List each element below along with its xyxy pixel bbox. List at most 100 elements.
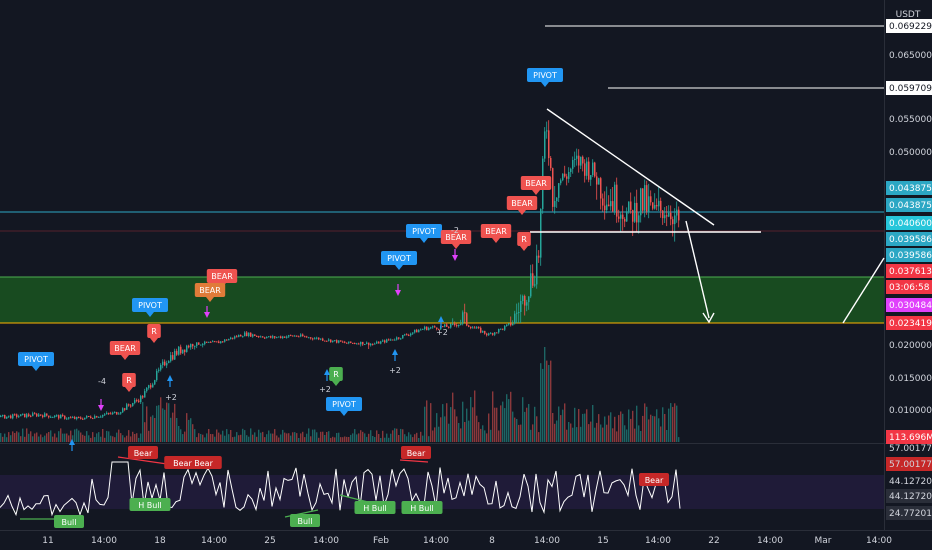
candle-body <box>288 335 290 337</box>
candle-body <box>488 333 490 336</box>
bear-tag-text: BEAR <box>211 272 233 281</box>
volume-bar <box>518 424 520 442</box>
volume-bar <box>640 431 642 442</box>
candle-body <box>310 337 312 339</box>
volume-bar <box>494 407 496 442</box>
volume-bar <box>528 404 530 442</box>
volume-bar <box>48 432 50 442</box>
volume-bar <box>244 430 246 442</box>
volume-bar <box>526 407 528 442</box>
osc-level-label: 44.127201 <box>889 477 932 487</box>
candle-body <box>608 204 610 207</box>
candle-body <box>520 301 522 312</box>
volume-bar <box>68 435 70 442</box>
volume-bar <box>148 430 150 442</box>
candle-body <box>376 341 378 344</box>
candle-body <box>238 335 240 337</box>
time-tick: 14:00 <box>645 536 671 546</box>
candle-body <box>428 328 430 331</box>
candle-body <box>170 355 172 362</box>
candle-body <box>232 337 234 339</box>
volume-bar <box>392 430 394 442</box>
volume-bar <box>300 433 302 442</box>
volume-bar <box>370 430 372 442</box>
volume-bar <box>248 436 250 442</box>
candle-body <box>150 385 152 388</box>
candle-body <box>128 404 130 406</box>
candle-body <box>448 326 450 328</box>
osc-level-box <box>886 489 932 503</box>
volume-bar <box>350 434 352 442</box>
candle-body <box>546 130 548 132</box>
time-tick: 14:00 <box>91 536 117 546</box>
candle-body <box>224 339 226 342</box>
candle-body <box>182 349 184 354</box>
time-tick: 15 <box>597 536 608 546</box>
volume-bar <box>318 437 320 442</box>
volume-bar <box>540 363 542 442</box>
volume-bar <box>202 434 204 442</box>
candle-body <box>678 209 680 221</box>
candle-body <box>626 211 628 222</box>
bear-tag-pointer <box>121 355 129 360</box>
volume-bar <box>110 435 112 442</box>
bear-tag-pointer <box>206 297 214 302</box>
osc-level-label: 57.001772 <box>889 444 932 454</box>
candle-body <box>124 408 126 410</box>
osc-level-label: 57.001772 <box>889 460 932 470</box>
candle-body <box>290 335 292 337</box>
candle-body <box>248 332 250 336</box>
volume-bar <box>132 431 134 442</box>
candle-body <box>246 332 248 336</box>
volume-bar <box>4 433 6 442</box>
volume-bar <box>588 424 590 442</box>
volume-bar <box>0 433 2 442</box>
candle-body <box>636 202 638 223</box>
volume-bar <box>164 409 166 442</box>
signal-bear-label: Bear Bear <box>164 456 222 469</box>
candle-body <box>22 413 24 415</box>
r-tag: R <box>147 324 161 343</box>
volume-bar <box>178 426 180 442</box>
candle-body <box>250 332 252 337</box>
price-pane[interactable] <box>0 0 884 442</box>
volume-bar <box>12 431 14 442</box>
volume-bar <box>564 403 566 442</box>
candle-body <box>464 312 466 314</box>
time-tick: 11 <box>42 536 53 546</box>
candle-body <box>508 323 510 325</box>
candle-body <box>86 416 88 418</box>
candle-body <box>458 324 460 326</box>
candle-body <box>416 329 418 333</box>
signal-bear-box <box>639 473 669 486</box>
candle-body <box>292 335 294 337</box>
candle-body <box>168 361 170 363</box>
candle-body <box>474 327 476 329</box>
candle-body <box>184 349 186 352</box>
volume-bar <box>136 433 138 442</box>
volume-bar <box>278 437 280 442</box>
candle-body <box>72 417 74 419</box>
candle-body <box>286 336 288 338</box>
volume-bar <box>342 437 344 442</box>
volume-bar <box>92 432 94 442</box>
volume-bar <box>654 416 656 442</box>
candle-body <box>402 335 404 339</box>
pivot-tag: PIVOT <box>326 397 362 416</box>
volume-bar <box>284 432 286 442</box>
candle-body <box>304 336 306 338</box>
volume-bar <box>198 433 200 442</box>
candle-body <box>252 334 254 337</box>
volume-bar <box>604 416 606 442</box>
volume-bar <box>88 435 90 442</box>
signal-bull-label: H Bull <box>401 501 443 514</box>
price-level-label: 0.037613 <box>889 267 932 277</box>
osc-level-box <box>886 457 932 471</box>
volume-bar <box>422 435 424 442</box>
r-tag-text: R <box>126 376 132 385</box>
candle-body <box>378 341 380 344</box>
candle-body <box>136 400 138 402</box>
candle-body <box>0 415 2 417</box>
candle-body <box>322 338 324 341</box>
price-level-box <box>886 198 932 212</box>
